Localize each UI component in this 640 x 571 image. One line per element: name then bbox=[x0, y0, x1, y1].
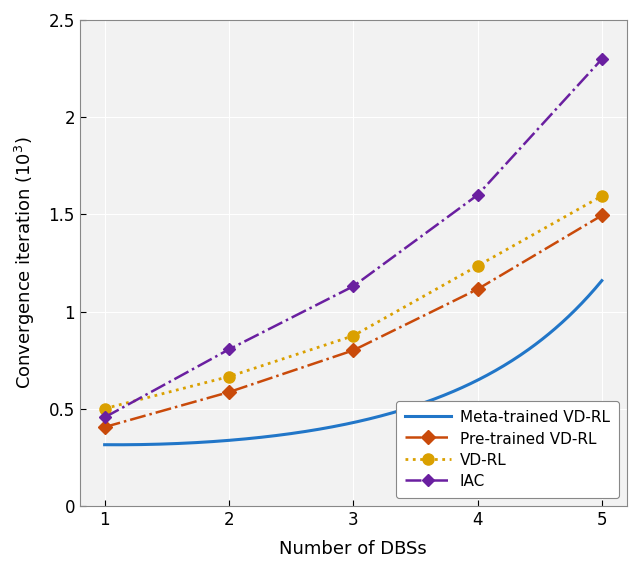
Line: VD-RL: VD-RL bbox=[99, 191, 607, 414]
Meta-trained VD-RL bbox=[100, 441, 108, 448]
Meta-trained VD-RL bbox=[399, 407, 406, 413]
Pre-trained VD-RL bbox=[598, 212, 605, 219]
Line: IAC: IAC bbox=[100, 55, 606, 421]
Meta-trained VD-RL bbox=[397, 407, 404, 414]
Meta-trained VD-RL bbox=[598, 278, 605, 284]
Y-axis label: Convergence iteration ($10^3$): Convergence iteration ($10^3$) bbox=[13, 136, 37, 389]
Meta-trained VD-RL bbox=[113, 441, 120, 448]
X-axis label: Number of DBSs: Number of DBSs bbox=[279, 540, 427, 558]
IAC bbox=[349, 283, 357, 289]
VD-RL bbox=[598, 192, 605, 199]
Meta-trained VD-RL bbox=[522, 348, 529, 355]
IAC bbox=[474, 192, 481, 199]
Line: Pre-trained VD-RL: Pre-trained VD-RL bbox=[100, 211, 607, 432]
Pre-trained VD-RL bbox=[225, 389, 233, 396]
VD-RL bbox=[100, 405, 108, 412]
Meta-trained VD-RL bbox=[407, 404, 415, 411]
Meta-trained VD-RL bbox=[553, 324, 561, 331]
VD-RL bbox=[474, 263, 481, 270]
Meta-trained VD-RL bbox=[102, 441, 110, 448]
Line: Meta-trained VD-RL: Meta-trained VD-RL bbox=[104, 281, 602, 445]
Pre-trained VD-RL bbox=[474, 286, 481, 293]
Legend: Meta-trained VD-RL, Pre-trained VD-RL, VD-RL, IAC: Meta-trained VD-RL, Pre-trained VD-RL, V… bbox=[396, 401, 619, 498]
Pre-trained VD-RL bbox=[349, 347, 357, 354]
IAC bbox=[100, 414, 108, 421]
IAC bbox=[225, 346, 233, 353]
VD-RL bbox=[349, 332, 357, 339]
Pre-trained VD-RL bbox=[100, 424, 108, 431]
IAC bbox=[598, 56, 605, 63]
VD-RL bbox=[225, 373, 233, 380]
